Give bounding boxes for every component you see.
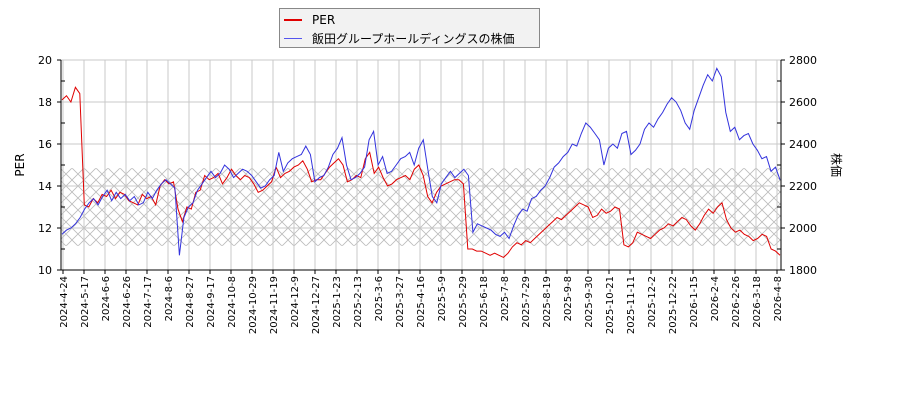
per-line — [61, 86, 781, 258]
y2-tick-label: 2000 — [789, 222, 817, 235]
x-tick-label: 2024-12-27 — [311, 276, 322, 334]
x-tick-label: 2025-12-2 — [647, 276, 658, 328]
stock-price-line-swatch-icon — [284, 37, 302, 39]
x-tick-label: 2026-2-26 — [731, 276, 742, 328]
x-tick-label: 2025-5-29 — [458, 276, 469, 328]
x-tick-label: 2024-10-8 — [227, 276, 238, 328]
y-tick-label: 10 — [38, 264, 52, 277]
y2-tick-label: 2800 — [789, 54, 817, 67]
y-tick-label: 14 — [38, 180, 52, 193]
x-tick-label: 2024-11-19 — [269, 276, 280, 334]
x-tick-label: 2025-8-19 — [542, 276, 553, 328]
x-tick-label: 2024-9-17 — [206, 276, 217, 328]
stock-price-line — [61, 67, 781, 256]
x-tick-label: 2026-2-4 — [710, 276, 721, 321]
data-series — [61, 67, 781, 258]
x-tick-label: 2024-10-29 — [248, 276, 259, 334]
x-tick-label: 2025-6-18 — [479, 276, 490, 328]
per-range-band — [61, 168, 781, 246]
y2-axis-label: 株価 — [829, 153, 844, 177]
x-tick-label: 2026-1-15 — [689, 276, 700, 328]
y-tick-label: 20 — [38, 54, 52, 67]
x-tick-label: 2025-3-27 — [395, 276, 406, 328]
x-tick-label: 2026-3-18 — [752, 276, 763, 328]
y-tick-label: 12 — [38, 222, 52, 235]
legend-label-stock-price: 飯田グループホールディングスの株価 — [312, 31, 515, 46]
y-tick-label: 18 — [38, 96, 52, 109]
x-tick-label: 2024-6-6 — [101, 276, 112, 321]
x-tick-label: 2024-6-26 — [122, 276, 133, 328]
x-tick-label: 2026-4-8 — [773, 276, 784, 321]
y-axis-label: PER — [13, 153, 27, 176]
y2-tick-label: 1800 — [789, 264, 817, 277]
y-tick-label: 16 — [38, 138, 52, 151]
x-tick-label: 2025-12-22 — [668, 276, 679, 334]
y2-tick-label: 2200 — [789, 180, 817, 193]
legend-item-per: PER — [284, 11, 335, 29]
hatched-band — [61, 168, 781, 246]
x-tick-label: 2025-4-16 — [416, 276, 427, 328]
x-tick-label: 2025-5-9 — [437, 276, 448, 321]
x-tick-label: 2024-5-17 — [80, 276, 91, 328]
x-tick-label: 2025-11-11 — [626, 276, 637, 334]
x-tick-label: 2025-9-30 — [584, 276, 595, 328]
x-tick-label: 2024-8-27 — [185, 276, 196, 328]
grid-lines — [61, 59, 781, 270]
x-tick-label: 2025-7-8 — [500, 276, 511, 321]
x-tick-label: 2025-7-29 — [521, 276, 532, 328]
per-line-swatch-icon — [284, 19, 302, 21]
y2-tick-label: 2400 — [789, 138, 817, 151]
y2-tick-label: 2600 — [789, 96, 817, 109]
x-tick-label: 2025-9-8 — [563, 276, 574, 321]
x-tick-label: 2025-3-6 — [374, 276, 385, 321]
chart-legend: PER 飯田グループホールディングスの株価 — [279, 8, 540, 48]
x-tick-label: 2024-4-24 — [59, 276, 70, 328]
axes: 10 12 14 16 18 20 1800 2000 2200 2400 2600 2800 2024… — [38, 54, 817, 334]
x-tick-label: 2025-2-13 — [353, 276, 364, 328]
x-tick-label: 2025-1-23 — [332, 276, 343, 328]
legend-item-stock-price: 飯田グループホールディングスの株価 — [284, 29, 514, 47]
legend-label-per: PER — [312, 13, 336, 27]
x-tick-label: 2024-7-17 — [143, 276, 154, 328]
x-tick-label: 2024-8-6 — [164, 276, 175, 321]
x-tick-label: 2025-10-21 — [605, 276, 616, 334]
x-tick-label: 2024-12-9 — [290, 276, 301, 328]
